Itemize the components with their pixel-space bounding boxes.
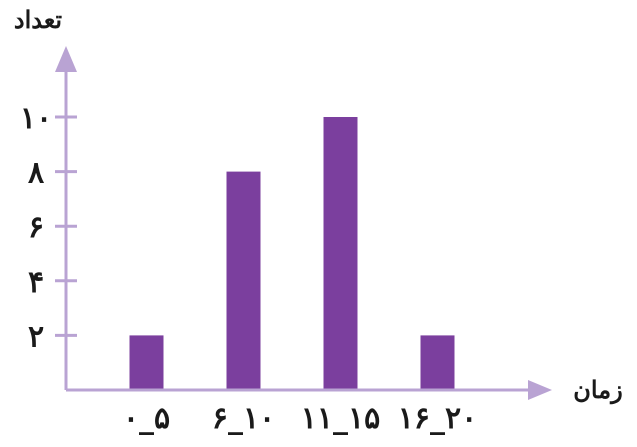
- y-tick-label: ۱۰: [20, 101, 52, 136]
- bars-group: [129, 117, 455, 390]
- axes-group: [55, 46, 552, 400]
- y-axis-arrow-icon: [55, 46, 77, 72]
- bar-3: [420, 335, 455, 390]
- y-tick-label: ۶: [28, 210, 44, 245]
- x-axis-arrow-icon: [528, 380, 552, 400]
- y-ticks-group: ۲ ۴ ۶ ۸ ۱۰: [20, 101, 77, 354]
- x-category-label: ۶_۱۰: [212, 401, 275, 436]
- x-labels-group: ۰_۵ ۶_۱۰ ۱۱_۱۵ ۱۶_۲۰: [123, 401, 477, 436]
- bar-0: [129, 335, 164, 390]
- x-category-label: ۱۱_۱۵: [301, 401, 380, 436]
- x-category-label: ۰_۵: [123, 401, 170, 436]
- bar-1: [226, 171, 261, 390]
- bar-2: [323, 117, 358, 390]
- y-tick-label: ۴: [28, 265, 44, 300]
- y-tick-label: ۲: [28, 319, 44, 354]
- x-axis-title: زمان: [573, 375, 622, 405]
- y-tick-label: ۸: [28, 156, 45, 191]
- x-category-label: ۱۶_۲۰: [398, 401, 477, 436]
- y-axis-title: تعداد: [14, 5, 63, 34]
